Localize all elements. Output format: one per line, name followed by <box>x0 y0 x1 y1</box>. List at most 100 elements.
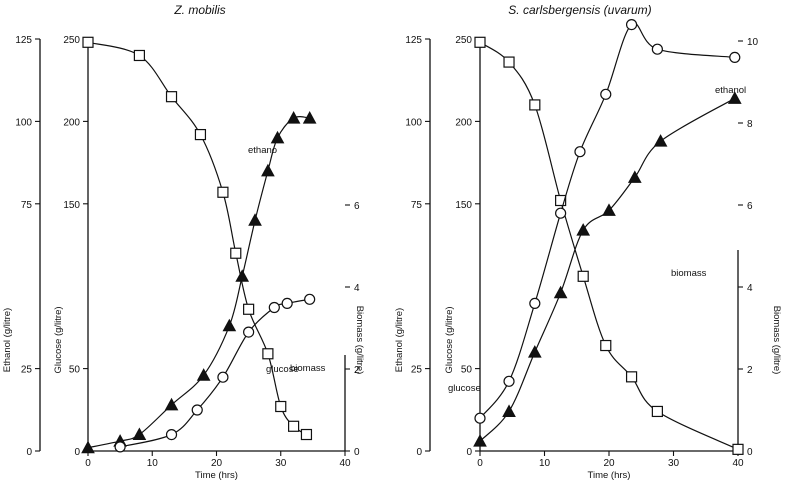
glucose-point <box>217 186 229 198</box>
biomass-point <box>243 326 255 338</box>
glucose-point <box>288 420 300 432</box>
biomass-point <box>165 429 178 441</box>
glucose-point <box>529 99 541 111</box>
ethanol-point <box>653 134 668 147</box>
ethanol-point <box>627 170 642 183</box>
series-biomass: biomass <box>114 293 326 453</box>
ethanol-tick-label: 100 <box>15 117 32 128</box>
ethanol-tick-label: 25 <box>411 365 423 376</box>
biomass-point <box>600 88 612 100</box>
glucose-axis-label: Glucose (g/litre) <box>444 306 455 373</box>
glucose-point <box>625 371 638 383</box>
biomass-point <box>474 412 486 424</box>
x-tick-label: 10 <box>539 458 551 469</box>
ethanol-point <box>527 345 542 358</box>
glucose-point <box>503 56 515 68</box>
ethanol-point <box>235 269 250 282</box>
ethanol-point <box>602 203 616 216</box>
x-tick-label: 30 <box>668 458 680 469</box>
ethanol-axis-label: Ethanol (g/litre) <box>2 308 13 372</box>
ethanol-point <box>81 440 95 454</box>
x-tick-label: 40 <box>732 458 744 469</box>
ethanol-point <box>196 368 211 381</box>
ethanol-tick-label: 100 <box>405 117 422 128</box>
x-tick-label: 30 <box>275 458 287 469</box>
biomass-point <box>574 146 586 158</box>
glucose-series-label: glucose <box>448 383 481 394</box>
biomass-series-label: biomass <box>290 363 326 374</box>
biomass-point <box>114 441 126 453</box>
ethanol-point <box>248 213 262 226</box>
biomass-point <box>268 301 280 314</box>
x-axis-label: Time (hrs) <box>195 470 238 481</box>
ethanol-point <box>473 434 487 447</box>
glucose-point <box>133 49 145 62</box>
biomass-tick-label: 0 <box>354 447 360 458</box>
ethanol-series-label: ethano <box>248 145 277 156</box>
glucose-point <box>82 36 94 48</box>
series-glucose: glucose <box>82 36 313 441</box>
glucose-point <box>300 428 313 441</box>
glucose-point <box>732 443 744 455</box>
x-tick-label: 20 <box>211 458 223 469</box>
ethanol-tick-label: 125 <box>405 35 422 46</box>
biomass-tick-label: 0 <box>747 447 753 458</box>
ethanol-point <box>222 318 237 332</box>
chart-title: Z. mobilis <box>173 3 225 17</box>
biomass-tick-label: 4 <box>747 283 753 294</box>
glucose-curve <box>479 41 739 450</box>
ethanol-tick-label: 75 <box>411 200 423 211</box>
biomass-point <box>729 51 741 64</box>
biomass-point <box>304 293 316 305</box>
ethanol-point <box>502 404 516 417</box>
x-tick-label: 10 <box>147 458 159 469</box>
ethanol-point <box>132 427 147 441</box>
ethanol-point <box>164 397 179 411</box>
glucose-tick-label: 150 <box>455 200 472 211</box>
glucose-point <box>600 339 612 352</box>
x-tick-label: 40 <box>339 458 351 469</box>
series-ethanol: ethanol <box>473 85 746 447</box>
x-tick-label: 0 <box>85 458 91 469</box>
glucose-axis-label: Glucose (g/litre) <box>53 306 64 373</box>
biomass-point <box>555 207 567 219</box>
ethanol-tick-label: 75 <box>21 200 33 211</box>
glucose-tick-label: 50 <box>69 365 81 376</box>
ethanol-series-label: ethanol <box>715 85 746 96</box>
biomass-point <box>651 43 663 55</box>
biomass-point <box>281 297 293 309</box>
ethanol-point <box>261 163 275 177</box>
chart-panel-2: S. carlsbergensis (uvarum)0 10 20 30 40Time … <box>394 3 782 481</box>
biomass-series-label: biomass <box>671 268 707 279</box>
x-tick-label: 0 <box>477 458 483 469</box>
glucose-point <box>555 194 567 207</box>
ethanol-axis-label: Ethanol (g/litre) <box>394 308 405 372</box>
series-ethanol: ethano <box>81 111 317 454</box>
biomass-tick-label: 8 <box>747 119 753 130</box>
biomass-point <box>191 404 203 416</box>
ethanol-point <box>302 111 317 124</box>
glucose-point <box>230 247 242 259</box>
glucose-tick-label: 0 <box>466 447 472 458</box>
biomass-tick-label: 10 <box>747 37 759 48</box>
ethanol-point <box>727 91 742 104</box>
ethanol-tick-label: 25 <box>21 365 33 376</box>
ethanol-point <box>553 285 568 299</box>
biomass-axis-label: Biomass (g/litre) <box>771 306 782 375</box>
glucose-tick-label: 250 <box>455 35 472 46</box>
ethanol-point <box>286 111 301 124</box>
glucose-point <box>194 128 207 141</box>
biomass-point <box>217 371 229 383</box>
series-biomass: biomass <box>474 19 741 424</box>
glucose-tick-label: 200 <box>63 117 80 128</box>
biomass-axis-label: Biomass (g/litre) <box>354 306 365 375</box>
glucose-tick-label: 200 <box>455 117 472 128</box>
biomass-curve <box>479 22 735 419</box>
ethanol-point <box>270 130 285 144</box>
series-glucose: glucose <box>448 36 744 455</box>
glucose-curve <box>87 41 307 436</box>
glucose-point <box>577 270 589 282</box>
